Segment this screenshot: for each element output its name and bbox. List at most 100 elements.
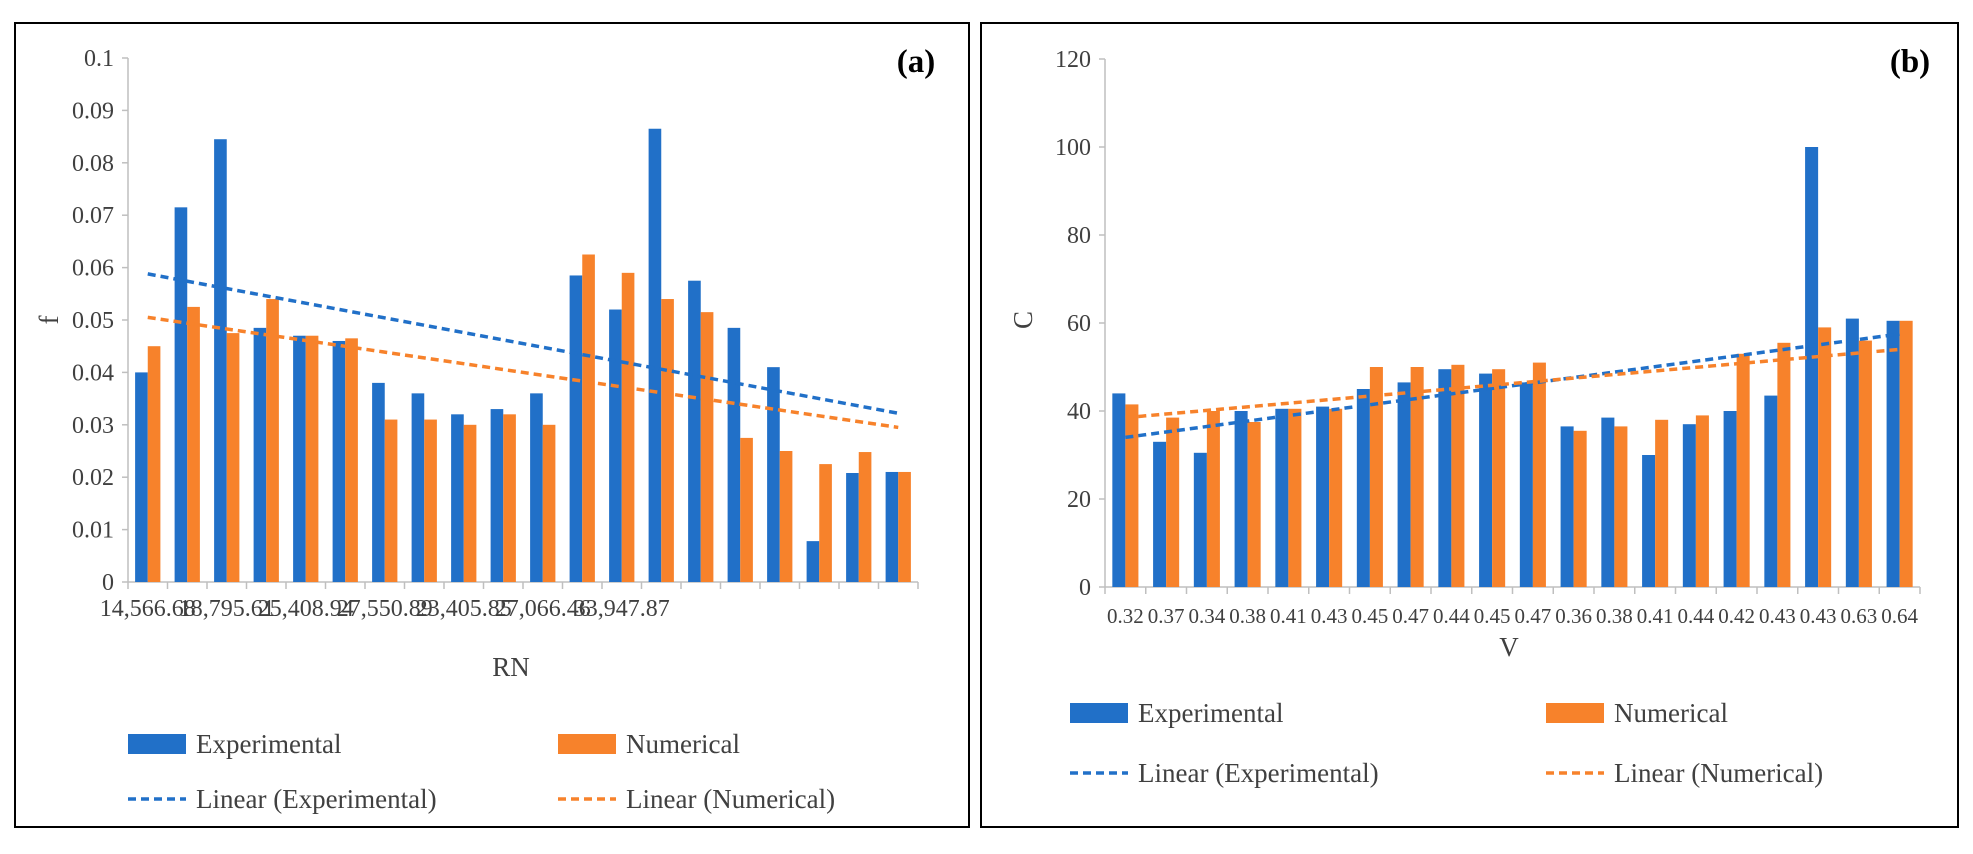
x-tick-label: 0.45 bbox=[1352, 604, 1389, 628]
numerical-bar-11 bbox=[1532, 362, 1546, 587]
y-tick-label: 0 bbox=[102, 570, 114, 596]
numerical-bar-5 bbox=[1288, 408, 1302, 587]
legend-swatch-numerical bbox=[1546, 703, 1604, 723]
numerical-bar-13 bbox=[621, 272, 635, 582]
experimental-bar-6 bbox=[1316, 406, 1330, 587]
experimental-bar-18 bbox=[1805, 147, 1819, 587]
y-tick-label: 40 bbox=[1067, 399, 1091, 425]
x-tick-label: 27,066.46 bbox=[495, 596, 591, 622]
x-tick-label: 0.44 bbox=[1433, 604, 1470, 628]
numerical-bar-16 bbox=[740, 437, 753, 582]
experimental-bar-3 bbox=[1193, 452, 1207, 587]
numerical-bar-20 bbox=[898, 471, 911, 582]
legend-label-numerical: Numerical bbox=[1614, 698, 1728, 728]
experimental-bar-12 bbox=[569, 275, 583, 582]
experimental-bar-16 bbox=[1723, 411, 1737, 587]
x-tick-label: 0.41 bbox=[1637, 604, 1674, 628]
numerical-bar-10 bbox=[503, 414, 516, 582]
linear-experimental-trendline bbox=[147, 272, 899, 415]
numerical-bar-7 bbox=[1369, 367, 1383, 587]
experimental-bar-7 bbox=[1356, 389, 1370, 587]
x-tick-label: 0.44 bbox=[1678, 604, 1715, 628]
experimental-bar-10 bbox=[490, 409, 504, 582]
legend-swatch-experimental bbox=[1070, 703, 1128, 723]
numerical-bar-8 bbox=[1410, 367, 1424, 587]
experimental-bar-19 bbox=[846, 473, 859, 582]
experimental-bar-8 bbox=[1397, 382, 1411, 587]
x-tick-label: 0.38 bbox=[1229, 604, 1266, 628]
numerical-bar-17 bbox=[779, 451, 793, 582]
numerical-bar-20 bbox=[1899, 320, 1913, 587]
numerical-bar-9 bbox=[463, 424, 477, 582]
panel-label: (b) bbox=[1890, 44, 1930, 80]
x-tick-label: 23,405.85 bbox=[416, 596, 512, 622]
y-tick-label: 0.02 bbox=[72, 465, 114, 491]
y-tick-label: 20 bbox=[1067, 487, 1091, 513]
x-tick-label: 0.63 bbox=[1841, 604, 1878, 628]
x-axis-title: V bbox=[1499, 632, 1519, 662]
y-tick-label: 0 bbox=[1079, 575, 1091, 601]
experimental-bar-1 bbox=[135, 372, 148, 582]
legend-label-experimental: Experimental bbox=[1138, 698, 1283, 728]
x-tick-label: 25,408.94 bbox=[258, 596, 354, 622]
y-tick-label: 0.09 bbox=[72, 98, 114, 124]
y-tick-label: 0.01 bbox=[72, 518, 114, 544]
numerical-bar-17 bbox=[1777, 342, 1791, 587]
y-axis-title: C bbox=[1008, 311, 1038, 329]
numerical-bar-15 bbox=[1695, 415, 1709, 587]
numerical-bar-6 bbox=[1329, 408, 1343, 587]
numerical-bar-19 bbox=[1858, 340, 1872, 587]
experimental-bar-19 bbox=[1845, 318, 1859, 587]
legend-label-linear-numerical: Linear (Numerical) bbox=[626, 784, 835, 814]
x-tick-label: 0.64 bbox=[1881, 604, 1918, 628]
legend-label-experimental: Experimental bbox=[196, 729, 341, 759]
legend-swatch-numerical bbox=[558, 734, 616, 754]
x-axis-title: RN bbox=[492, 652, 530, 682]
experimental-bar-1 bbox=[1112, 393, 1126, 587]
experimental-bar-5 bbox=[293, 335, 306, 582]
experimental-bar-17 bbox=[1764, 395, 1778, 587]
numerical-bar-14 bbox=[661, 299, 674, 582]
legend-swatch-experimental bbox=[128, 734, 186, 754]
numerical-bar-8 bbox=[424, 419, 437, 582]
x-tick-label: 0.32 bbox=[1107, 604, 1144, 628]
experimental-bar-6 bbox=[332, 340, 346, 582]
x-tick-label: 0.47 bbox=[1515, 604, 1552, 628]
experimental-bar-8 bbox=[411, 393, 425, 582]
chart-panel-a: 0 0.01 0.02 0.03 0.04 0.05 0.06 0.07 0.08 0.09 0.1… bbox=[14, 22, 970, 828]
experimental-bar-14 bbox=[1642, 455, 1656, 587]
x-tick-label: 0.45 bbox=[1474, 604, 1511, 628]
numerical-bar-7 bbox=[384, 419, 398, 582]
y-tick-label: 0.1 bbox=[84, 46, 114, 72]
numerical-bar-3 bbox=[1206, 411, 1220, 587]
y-tick-label: 0.06 bbox=[72, 256, 114, 282]
legend-label-linear-experimental: Linear (Experimental) bbox=[196, 784, 437, 814]
x-tick-label: 27,550.89 bbox=[337, 596, 433, 622]
numerical-bar-18 bbox=[1818, 327, 1832, 587]
experimental-bar-11 bbox=[1519, 382, 1533, 587]
numerical-bar-5 bbox=[305, 335, 319, 582]
experimental-bar-11 bbox=[530, 393, 543, 582]
numerical-bar-12 bbox=[1573, 430, 1587, 587]
linear-experimental-trendline bbox=[1125, 332, 1900, 440]
experimental-bar-9 bbox=[1438, 369, 1452, 587]
experimental-bar-2 bbox=[1153, 441, 1167, 587]
numerical-bar-13 bbox=[1614, 426, 1628, 587]
y-tick-label: 0.05 bbox=[72, 308, 114, 334]
experimental-bar-20 bbox=[1886, 320, 1900, 587]
y-tick-label: 0.07 bbox=[72, 203, 114, 229]
experimental-bar-13 bbox=[1601, 417, 1615, 587]
numerical-bar-2 bbox=[1166, 417, 1180, 587]
legend-label-linear-experimental: Linear (Experimental) bbox=[1138, 758, 1379, 788]
experimental-bar-4 bbox=[253, 327, 267, 582]
experimental-bar-12 bbox=[1560, 426, 1574, 587]
numerical-bar-19 bbox=[858, 452, 872, 582]
x-tick-label: 0.42 bbox=[1718, 604, 1755, 628]
x-tick-label: 18,795.61 bbox=[179, 596, 275, 622]
y-tick-label: 0.04 bbox=[72, 360, 114, 386]
x-tick-label: 0.34 bbox=[1189, 604, 1226, 628]
experimental-bar-3 bbox=[214, 139, 227, 582]
experimental-bar-15 bbox=[1682, 424, 1696, 587]
numerical-bar-12 bbox=[582, 254, 595, 582]
